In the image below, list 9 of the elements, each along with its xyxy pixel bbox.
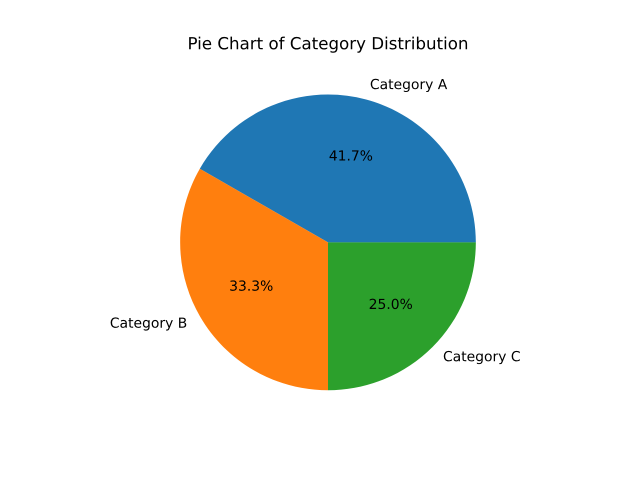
pie-slice [180,168,328,390]
slice-label: Category A [370,78,448,92]
data-label: 33.3% [230,280,273,291]
data-label: 41.7% [329,150,372,161]
slice-label: Category B [110,317,186,331]
data-label: 25.0% [370,298,412,310]
chart-title: Pie Chart of Category Distribution [189,36,468,53]
slice-label: Category C [444,350,520,364]
pie-slice [200,94,476,242]
